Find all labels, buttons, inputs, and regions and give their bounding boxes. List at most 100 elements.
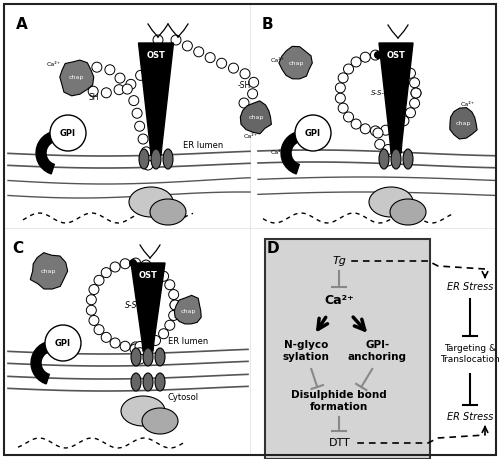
Circle shape [45,325,81,361]
Text: GPI: GPI [60,129,76,138]
Polygon shape [174,295,201,324]
Ellipse shape [143,373,153,391]
Ellipse shape [142,408,178,434]
Text: A: A [16,17,28,32]
Circle shape [248,89,258,99]
Circle shape [351,119,361,129]
Text: S-S-: S-S- [371,90,385,96]
Circle shape [141,260,151,270]
Ellipse shape [390,199,426,225]
FancyBboxPatch shape [265,239,430,459]
Circle shape [80,67,90,78]
Circle shape [182,41,192,51]
Text: C: C [12,241,23,256]
Circle shape [129,259,137,267]
Circle shape [89,285,99,295]
Circle shape [370,50,380,60]
Ellipse shape [155,373,165,391]
Text: chap: chap [180,308,196,313]
Circle shape [336,83,345,93]
Text: Cytosol: Cytosol [168,393,199,403]
Text: GPI: GPI [305,129,321,138]
Circle shape [351,57,361,67]
Circle shape [380,51,390,61]
Circle shape [88,86,98,96]
Polygon shape [240,101,272,134]
Text: N-glyco
sylation: N-glyco sylation [283,340,330,362]
Circle shape [171,35,181,45]
Text: ER Stress: ER Stress [447,282,493,292]
Text: Ca²⁺: Ca²⁺ [271,151,285,156]
Circle shape [130,344,140,354]
Circle shape [110,338,120,348]
Circle shape [410,78,420,88]
Circle shape [194,47,203,57]
Circle shape [399,116,409,126]
Circle shape [120,341,130,351]
Text: SH: SH [89,94,99,102]
Circle shape [94,325,104,335]
Text: chap: chap [68,74,84,79]
Circle shape [248,77,258,87]
Circle shape [141,147,151,157]
Circle shape [170,300,180,310]
Circle shape [205,53,215,62]
Circle shape [129,95,139,106]
Ellipse shape [150,199,186,225]
Text: GPI: GPI [55,338,71,347]
Circle shape [360,124,370,134]
Circle shape [168,310,178,320]
Circle shape [373,128,383,138]
Polygon shape [379,43,413,153]
Ellipse shape [391,149,401,169]
Circle shape [122,84,132,94]
Circle shape [135,348,145,358]
Ellipse shape [139,149,149,169]
Circle shape [50,115,86,151]
Text: D: D [267,241,280,256]
Circle shape [158,329,168,339]
Circle shape [132,108,142,118]
Circle shape [170,300,180,310]
Ellipse shape [163,149,173,169]
Ellipse shape [131,348,141,366]
Circle shape [390,122,400,132]
Text: Ca²⁺: Ca²⁺ [271,57,285,62]
Ellipse shape [155,348,165,366]
Circle shape [168,290,178,300]
Circle shape [239,98,249,108]
Circle shape [115,73,125,83]
Circle shape [143,59,153,69]
Circle shape [143,160,153,170]
Circle shape [338,73,348,83]
Ellipse shape [121,396,165,426]
Text: ER lumen: ER lumen [183,140,223,150]
Ellipse shape [131,373,141,391]
Polygon shape [31,341,66,384]
Circle shape [126,79,136,90]
Circle shape [102,88,112,98]
Circle shape [228,63,238,73]
Polygon shape [450,107,477,139]
Ellipse shape [379,149,389,169]
Polygon shape [279,46,312,79]
Circle shape [295,115,331,151]
Circle shape [240,69,250,79]
Circle shape [410,98,420,108]
Ellipse shape [151,149,161,169]
Circle shape [406,68,415,78]
Text: OST: OST [146,50,166,60]
Circle shape [344,64,353,74]
Circle shape [135,341,145,352]
Circle shape [383,156,393,166]
Circle shape [374,51,382,59]
Circle shape [120,259,130,269]
Circle shape [92,62,102,72]
Circle shape [338,103,348,113]
Circle shape [130,258,140,268]
Circle shape [380,125,390,135]
Circle shape [390,54,400,64]
Circle shape [370,126,380,136]
Circle shape [374,140,384,149]
Circle shape [86,305,97,315]
